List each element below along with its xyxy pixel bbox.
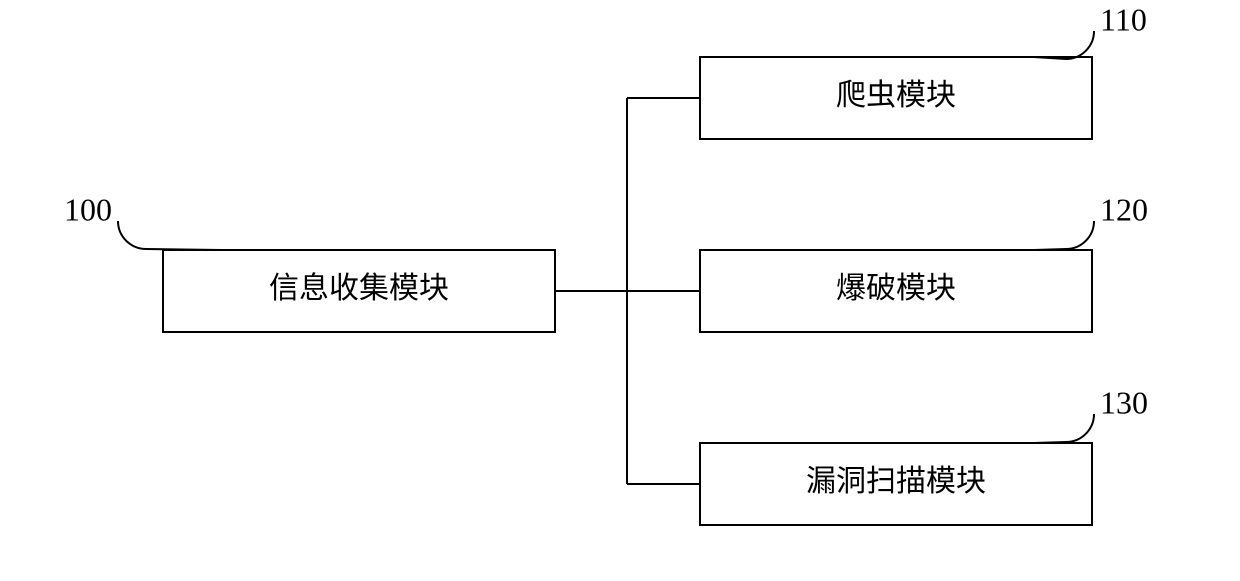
node-label-130: 漏洞扫描模块 xyxy=(806,465,986,498)
leader-120 xyxy=(1034,221,1094,250)
ref-number-100: 100 xyxy=(64,191,112,227)
leader-110 xyxy=(1034,31,1094,59)
ref-number-130: 130 xyxy=(1100,384,1148,420)
node-label-110: 爬虫模块 xyxy=(836,79,956,112)
leader-100 xyxy=(118,221,221,250)
node-label-100: 信息收集模块 xyxy=(269,272,449,305)
leader-130 xyxy=(1034,414,1094,443)
ref-number-120: 120 xyxy=(1100,191,1148,227)
ref-number-110: 110 xyxy=(1100,1,1147,37)
node-label-120: 爆破模块 xyxy=(836,272,956,305)
block-diagram: 信息收集模块 爬虫模块爆破模块漏洞扫描模块 100 110 120 130 xyxy=(0,0,1240,581)
